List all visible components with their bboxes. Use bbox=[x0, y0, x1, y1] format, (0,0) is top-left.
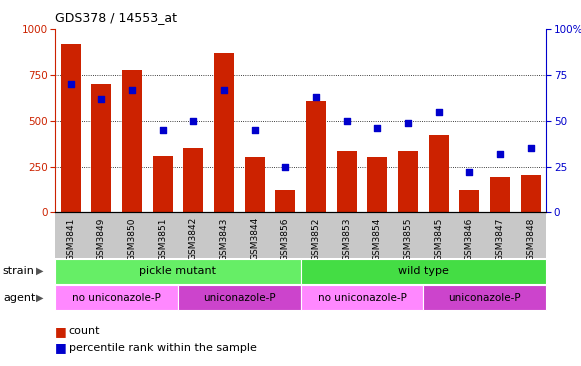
Point bbox=[189, 118, 198, 124]
Bar bbox=[183, 148, 203, 212]
Text: uniconazole-P: uniconazole-P bbox=[449, 292, 521, 303]
Bar bbox=[521, 175, 541, 212]
Text: agent: agent bbox=[3, 292, 35, 303]
Bar bbox=[429, 135, 449, 212]
Point bbox=[219, 87, 228, 93]
Bar bbox=[60, 44, 81, 212]
Point bbox=[250, 127, 259, 133]
Point bbox=[342, 118, 352, 124]
Point bbox=[158, 127, 167, 133]
Point bbox=[373, 125, 382, 131]
Bar bbox=[122, 70, 142, 212]
Text: wild type: wild type bbox=[398, 266, 449, 276]
Point bbox=[526, 145, 536, 151]
Point bbox=[496, 151, 505, 157]
Bar bbox=[490, 177, 510, 212]
Text: ■: ■ bbox=[55, 325, 67, 338]
Text: uniconazole-P: uniconazole-P bbox=[203, 292, 275, 303]
Bar bbox=[245, 157, 264, 212]
Bar bbox=[153, 156, 173, 212]
Text: ▶: ▶ bbox=[36, 266, 43, 276]
Text: GDS378 / 14553_at: GDS378 / 14553_at bbox=[55, 11, 177, 24]
Text: count: count bbox=[69, 326, 100, 336]
Text: no uniconazole-P: no uniconazole-P bbox=[318, 292, 407, 303]
Text: ▶: ▶ bbox=[36, 292, 43, 303]
Text: pickle mutant: pickle mutant bbox=[139, 266, 217, 276]
Bar bbox=[337, 151, 357, 212]
Point bbox=[96, 96, 106, 102]
Point bbox=[403, 120, 413, 126]
Bar bbox=[367, 157, 388, 212]
Bar bbox=[91, 84, 111, 212]
Bar bbox=[214, 53, 234, 212]
Text: strain: strain bbox=[3, 266, 35, 276]
Point bbox=[434, 109, 443, 115]
Point bbox=[465, 169, 474, 175]
Text: no uniconazole-P: no uniconazole-P bbox=[72, 292, 161, 303]
Text: ■: ■ bbox=[55, 341, 67, 354]
Text: percentile rank within the sample: percentile rank within the sample bbox=[69, 343, 256, 353]
Point bbox=[311, 94, 321, 100]
Bar bbox=[460, 190, 479, 212]
Point bbox=[281, 164, 290, 169]
Bar bbox=[306, 101, 326, 212]
Point bbox=[66, 81, 75, 87]
Bar bbox=[398, 151, 418, 212]
Bar bbox=[275, 190, 295, 212]
Point bbox=[127, 87, 137, 93]
